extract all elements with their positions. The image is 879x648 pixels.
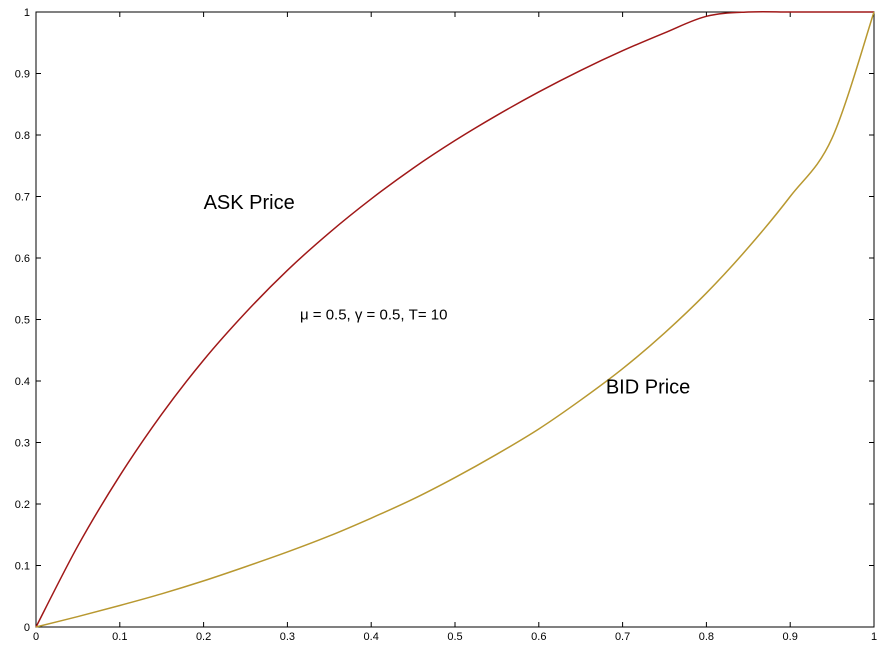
series-line-1: [35, 11, 875, 628]
x-tick-label: 0.5: [447, 631, 462, 643]
x-tick-label: 0.4: [364, 631, 379, 643]
y-tick-label: 0.1: [15, 561, 30, 573]
annotation-1: μ = 0.5, γ = 0.5, T= 10: [300, 307, 447, 324]
x-tick-label: 0.3: [280, 631, 295, 643]
annotation-0: ASK Price: [204, 192, 295, 214]
y-tick-label: 0.4: [15, 376, 30, 388]
y-tick-label: 0.7: [15, 192, 30, 204]
annotations: ASK Price μ = 0.5, γ = 0.5, T= 10 BID Pric…: [204, 192, 691, 398]
y-tick-label: 0.8: [15, 130, 30, 142]
annotation-2: BID Price: [606, 376, 690, 398]
series-line-0: [35, 10, 874, 628]
x-tick-label: 0.2: [196, 631, 211, 643]
x-tick-label: 0.9: [783, 631, 798, 643]
y-tick-label: 0: [24, 622, 30, 634]
y-tick-label: 0.9: [15, 69, 30, 81]
x-tick-label: 0.6: [531, 631, 546, 643]
y-tick-label: 1: [24, 7, 30, 19]
y-tick-label: 0.2: [15, 499, 30, 511]
x-tick-label: 0.1: [112, 631, 127, 643]
plot-frame: [35, 11, 875, 628]
y-tick-label: 0.5: [15, 315, 30, 327]
x-tick-label: 1: [871, 631, 877, 643]
x-tick-label: 0: [33, 631, 39, 643]
series-layer: [35, 10, 875, 628]
y-tick-label: 0.3: [15, 438, 30, 450]
ticks: 0 0.1 0.2 0.3 0.4 0.5 0.6 0.7 0.8 0.9 1 0 0.1 0.2 0.3 0…: [15, 7, 877, 643]
y-tick-label: 0.6: [15, 253, 30, 265]
x-tick-label: 0.7: [615, 631, 630, 643]
x-tick-label: 0.8: [699, 631, 714, 643]
